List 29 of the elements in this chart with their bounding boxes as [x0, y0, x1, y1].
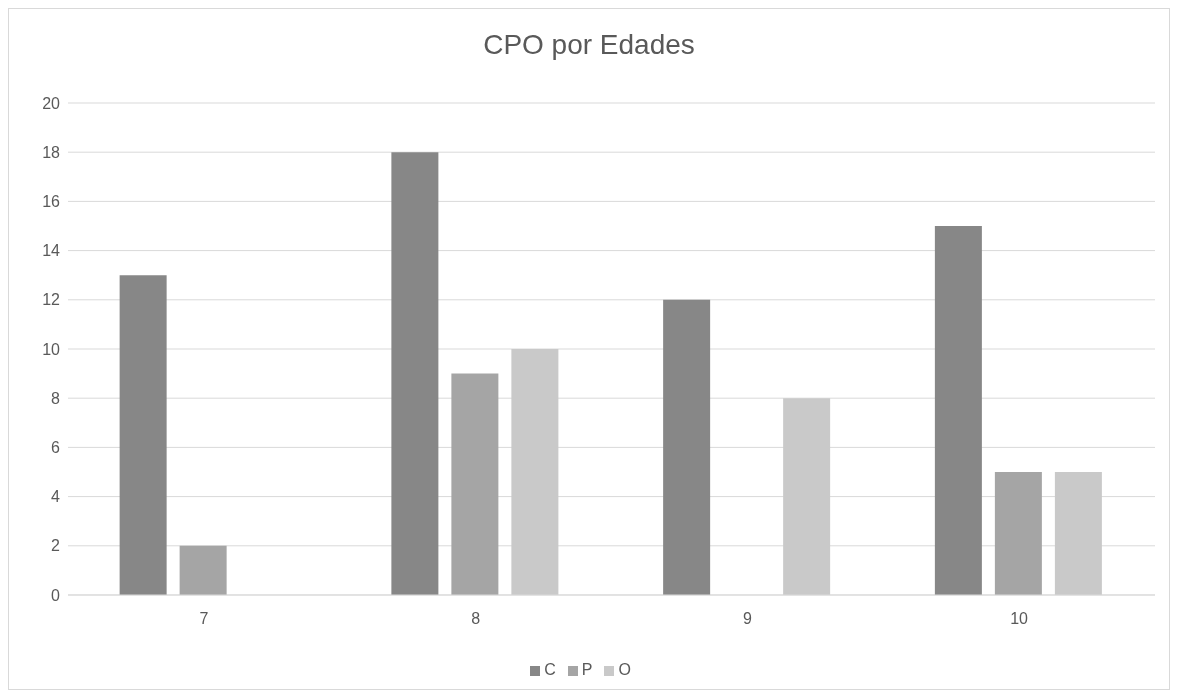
legend-label: P — [581, 661, 593, 678]
y-tick-label: 16 — [42, 193, 61, 211]
y-tick-label: 2 — [51, 537, 61, 555]
bar — [451, 373, 499, 595]
x-tick-label: 8 — [471, 610, 481, 628]
y-tick-label: 12 — [42, 291, 61, 309]
y-tick-label: 20 — [42, 94, 61, 112]
legend-label: C — [544, 661, 556, 678]
legend-label: O — [618, 661, 631, 678]
y-tick-label: 18 — [42, 143, 61, 161]
x-tick-label: 7 — [199, 610, 209, 628]
chart-title: CPO por Edades — [482, 29, 696, 61]
bar — [994, 472, 1042, 595]
x-tick-label: 10 — [1010, 610, 1029, 628]
y-tick-label: 6 — [51, 439, 61, 457]
bar — [119, 275, 167, 595]
bar — [511, 349, 559, 595]
bar — [179, 545, 227, 595]
y-tick-label: 4 — [51, 488, 61, 506]
bar — [1054, 472, 1102, 595]
y-tick-label: 10 — [42, 340, 61, 358]
bar — [391, 152, 439, 595]
y-tick-label: 8 — [51, 389, 61, 407]
bar — [783, 398, 831, 595]
x-tick-label: 9 — [742, 610, 752, 628]
y-tick-label: 14 — [42, 242, 61, 260]
bar — [934, 226, 982, 595]
y-tick-label: 0 — [51, 586, 61, 604]
bar — [663, 299, 711, 595]
